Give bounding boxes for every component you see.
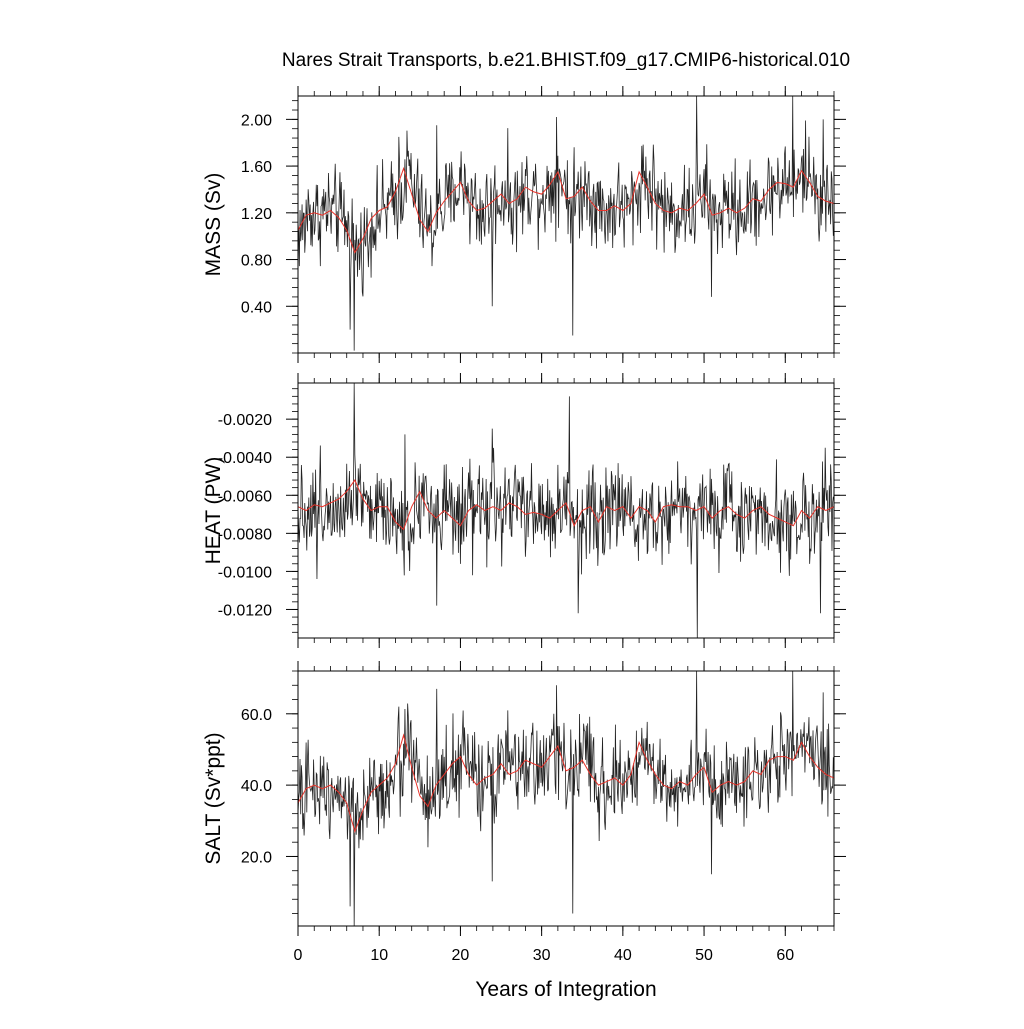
y-tick-label: 2.00	[241, 112, 272, 129]
y-tick-label: 20.0	[241, 849, 272, 866]
y-axis-label-mass: MASS (Sv)	[202, 173, 225, 277]
x-tick-label: 30	[533, 947, 551, 964]
y-axis-label-heat: HEAT (PW)	[202, 457, 225, 565]
y-tick-label: -0.0040	[218, 450, 272, 467]
series-raw-salt	[298, 671, 834, 926]
x-tick-label: 40	[614, 947, 632, 964]
x-tick-label: 50	[695, 947, 713, 964]
y-tick-label: -0.0020	[218, 412, 272, 429]
y-tick-label: -0.0060	[218, 488, 272, 505]
y-axis-label-salt: SALT (Sv*ppt)	[202, 732, 225, 864]
x-axis-label: Years of Integration	[475, 978, 656, 1001]
series-smooth-heat	[298, 479, 834, 531]
y-tick-label: 40.0	[241, 778, 272, 795]
y-tick-label: -0.0120	[218, 602, 272, 619]
plot-frame-mass	[297, 95, 835, 354]
y-tick-label: -0.0080	[218, 526, 272, 543]
x-tick-label: 10	[370, 947, 388, 964]
panel-heat: -0.0120 -0.0100 -0.0080 -0.0060 -0.0040 -0.00…	[202, 373, 846, 648]
series-smooth-mass	[298, 166, 834, 254]
series-raw-mass	[298, 96, 834, 351]
y-tick-label: 60.0	[241, 707, 272, 724]
figure-title: Nares Strait Transports, b.e21.BHIST.f09…	[282, 50, 850, 71]
y-tick-label: 1.60	[241, 159, 272, 176]
y-tick-label: 0.80	[241, 253, 272, 270]
y-tick-label: 0.40	[241, 299, 272, 316]
plot-frame-salt	[297, 670, 835, 927]
series-raw-heat	[298, 383, 834, 638]
x-tick-label: 0	[294, 947, 303, 964]
x-tick-label: 60	[776, 947, 794, 964]
panel-mass: 0.40 0.80 1.20 1.60 2.00 MASS (Sv)	[202, 86, 846, 363]
y-tick-label: -0.0100	[218, 564, 272, 581]
y-tick-label: 1.20	[241, 206, 272, 223]
x-tick-label: 20	[452, 947, 470, 964]
series-smooth-salt	[298, 733, 834, 834]
panel-salt: 0 10 20 30 40 50 60 20.0 40.0 60.0 SALT (Sv*ppt)	[202, 661, 846, 964]
